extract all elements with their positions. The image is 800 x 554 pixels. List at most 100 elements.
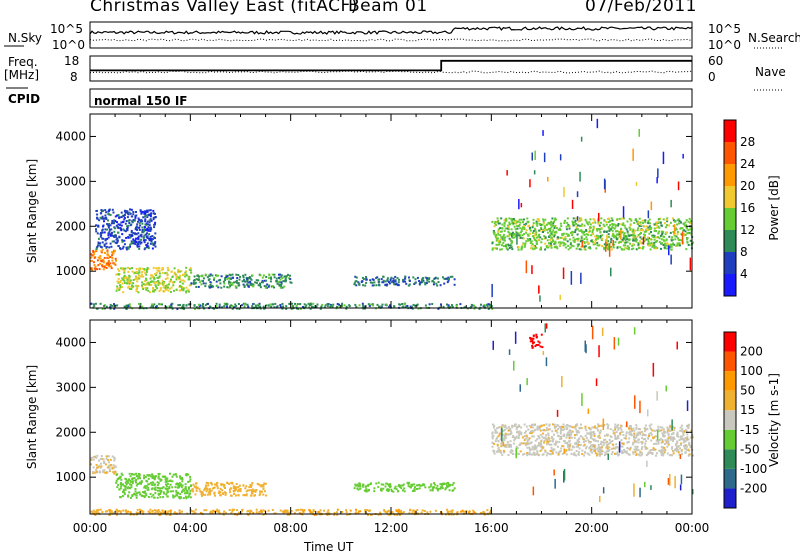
power-panel-region-2-cell <box>123 275 126 278</box>
power-panel-region-6-cell <box>517 225 520 227</box>
velocity-panel-region-1-cell <box>133 477 136 480</box>
power-panel-region-1-cell <box>138 222 141 225</box>
velocity-panel-region-4-cell <box>286 511 288 514</box>
velocity-panel-region-5-cell <box>661 450 664 453</box>
velocity-panel-region-5-cell <box>517 437 520 439</box>
power-panel-region-6-cell <box>511 220 514 223</box>
velocity-panel-region-5-cell <box>684 451 687 454</box>
velocity-panel-region-1-cell <box>172 494 175 497</box>
velocity-panel-region-1-cell <box>144 487 147 490</box>
power-panel-region-2-cell <box>130 288 133 290</box>
power-panel-region-1-cell <box>117 214 120 216</box>
power-panel-region-1-cell <box>139 209 142 212</box>
velocity-panel-speckle <box>502 441 505 447</box>
power-panel-region-0-cell <box>105 266 108 269</box>
velocity-panel-region-5-cell <box>533 453 536 456</box>
velocity-panel-speckle <box>595 378 598 386</box>
power-panel-region-6-cell <box>534 247 536 250</box>
velocity-panel-region-5-cell <box>582 438 585 441</box>
velocity-panel-region-0-cell <box>110 464 113 466</box>
velocity-panel-region-5-cell <box>597 435 599 438</box>
velocity-panel-region-5-cell <box>589 436 592 439</box>
power-panel-region-6-cell <box>578 217 581 220</box>
velocity-panel-region-5-cell <box>589 441 592 444</box>
velocity-panel-region-1-cell <box>158 489 161 492</box>
power-panel-region-1-cell <box>115 224 118 227</box>
power-panel-region-1-cell <box>119 224 122 227</box>
power-panel-region-4-cell <box>378 281 381 284</box>
power-panel-region-3-cell <box>268 284 271 287</box>
velocity-panel-region-4-cell <box>349 509 352 512</box>
velocity-panel-region-0-cell <box>92 472 95 475</box>
velocity-panel-region-5-cell <box>506 433 509 436</box>
velocity-panel-ytick-label: 2000 <box>55 425 86 439</box>
velocity-panel-region-5-cell <box>682 434 685 437</box>
velocity-panel-region-5-cell <box>652 447 655 450</box>
velocity-panel-region-5-cell <box>545 454 548 457</box>
power-panel-region-6-cell <box>550 221 553 224</box>
power-panel-region-6-cell <box>678 239 681 242</box>
power-panel-region-6-cell <box>561 234 564 237</box>
power-panel-region-6-cell <box>689 228 692 231</box>
power-panel-region-6-cell <box>553 235 556 238</box>
velocity-panel-region-2-cell <box>215 484 218 487</box>
velocity-panel-region-1-cell <box>161 487 164 490</box>
velocity-panel-region-1-cell <box>166 483 169 485</box>
power-panel-region-2-cell <box>151 276 154 279</box>
power-panel-region-6-cell <box>544 248 547 251</box>
power-panel-region-4-cell <box>392 281 395 284</box>
power-panel-region-6-cell <box>580 235 583 238</box>
velocity-panel-region-3-cell <box>445 482 448 485</box>
power-panel-region-6-cell <box>571 222 574 225</box>
velocity-panel-region-5-cell <box>578 427 581 430</box>
power-panel-region-6-cell <box>653 238 656 241</box>
velocity-panel-region-5-cell <box>646 428 649 431</box>
velocity-panel-region-2-cell <box>207 484 210 487</box>
cpid-panel <box>89 88 693 108</box>
power-panel-region-6-cell <box>623 234 625 237</box>
power-panel-region-6-cell <box>627 248 630 251</box>
power-panel-region-5-cell <box>279 304 282 306</box>
velocity-panel-region-5-cell <box>614 423 617 426</box>
power-panel-region-1-cell <box>131 215 134 218</box>
velocity-panel-region-3-cell <box>424 486 427 489</box>
velocity-panel-region-5-cell <box>575 424 578 427</box>
power-panel-region-1-cell <box>95 228 97 231</box>
power-panel-region-6-cell <box>601 237 604 240</box>
velocity-panel-region-2-cell <box>221 483 224 486</box>
power-panel-region-4-cell <box>386 277 389 280</box>
velocity-panel-region-5-cell <box>553 443 556 446</box>
power-panel-region-6-cell <box>575 226 578 229</box>
power-panel-region-5-cell <box>170 303 173 306</box>
velocity-panel-region-5-cell <box>674 449 677 452</box>
power-panel-region-1-cell <box>95 230 98 233</box>
power-panel-region-1-cell <box>146 242 149 245</box>
power-panel-region-6-cell <box>638 233 641 235</box>
velocity-panel-region-5-cell <box>518 434 520 437</box>
power-panel-region-1-cell <box>123 216 126 219</box>
power-panel-region-6-cell <box>610 226 613 229</box>
velocity-panel-region-5-cell <box>680 450 683 453</box>
power-panel-region-2-cell <box>152 288 155 291</box>
velocity-panel-region-5-cell <box>560 425 563 428</box>
power-panel-region-6-cell <box>565 225 568 228</box>
power-panel-region-6-cell <box>545 246 548 249</box>
power-panel-region-2-cell <box>163 281 166 283</box>
velocity-panel-region-2-cell <box>235 494 237 497</box>
power-panel-region-2-cell <box>178 270 181 273</box>
power-panel-region-6-cell <box>511 241 513 244</box>
power-panel-region-2-cell <box>173 271 176 274</box>
power-panel-region-5-cell <box>362 305 365 308</box>
velocity-panel-region-5-cell <box>650 428 652 431</box>
velocity-panel-region-5-cell <box>547 432 550 435</box>
velocity-panel-region-6-cell <box>540 333 543 336</box>
velocity-panel-region-4-cell <box>213 510 216 513</box>
power-panel-region-5-cell <box>240 304 243 307</box>
power-panel-region-5-cell <box>153 303 156 306</box>
velocity-panel-region-4-cell <box>313 510 316 513</box>
power-panel-region-2-cell <box>149 274 152 277</box>
power-panel-region-1-cell <box>99 235 102 238</box>
velocity-panel-region-4-cell <box>421 509 424 512</box>
power-panel-region-5-cell <box>127 305 130 308</box>
velocity-panel-region-5-cell <box>614 428 617 431</box>
